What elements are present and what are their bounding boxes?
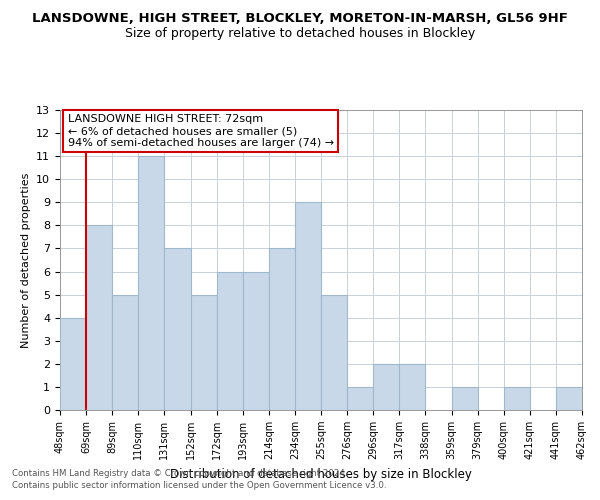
X-axis label: Distribution of detached houses by size in Blockley: Distribution of detached houses by size … — [170, 468, 472, 480]
Bar — [452, 387, 478, 410]
Bar — [112, 294, 139, 410]
Bar — [217, 272, 243, 410]
Text: LANSDOWNE, HIGH STREET, BLOCKLEY, MORETON-IN-MARSH, GL56 9HF: LANSDOWNE, HIGH STREET, BLOCKLEY, MORETO… — [32, 12, 568, 26]
Text: LANSDOWNE HIGH STREET: 72sqm
← 6% of detached houses are smaller (5)
94% of semi: LANSDOWNE HIGH STREET: 72sqm ← 6% of det… — [68, 114, 334, 148]
Bar — [373, 364, 400, 410]
Bar — [191, 294, 217, 410]
Bar — [556, 387, 582, 410]
Bar — [295, 202, 321, 410]
Bar — [269, 248, 295, 410]
Bar — [60, 318, 86, 410]
Bar — [400, 364, 425, 410]
Bar — [347, 387, 373, 410]
Y-axis label: Number of detached properties: Number of detached properties — [20, 172, 31, 348]
Text: Contains HM Land Registry data © Crown copyright and database right 2024.: Contains HM Land Registry data © Crown c… — [12, 468, 347, 477]
Text: Size of property relative to detached houses in Blockley: Size of property relative to detached ho… — [125, 28, 475, 40]
Bar — [164, 248, 191, 410]
Bar — [504, 387, 530, 410]
Bar — [242, 272, 269, 410]
Text: Contains public sector information licensed under the Open Government Licence v3: Contains public sector information licen… — [12, 481, 386, 490]
Bar — [86, 226, 112, 410]
Bar — [321, 294, 347, 410]
Bar — [139, 156, 164, 410]
